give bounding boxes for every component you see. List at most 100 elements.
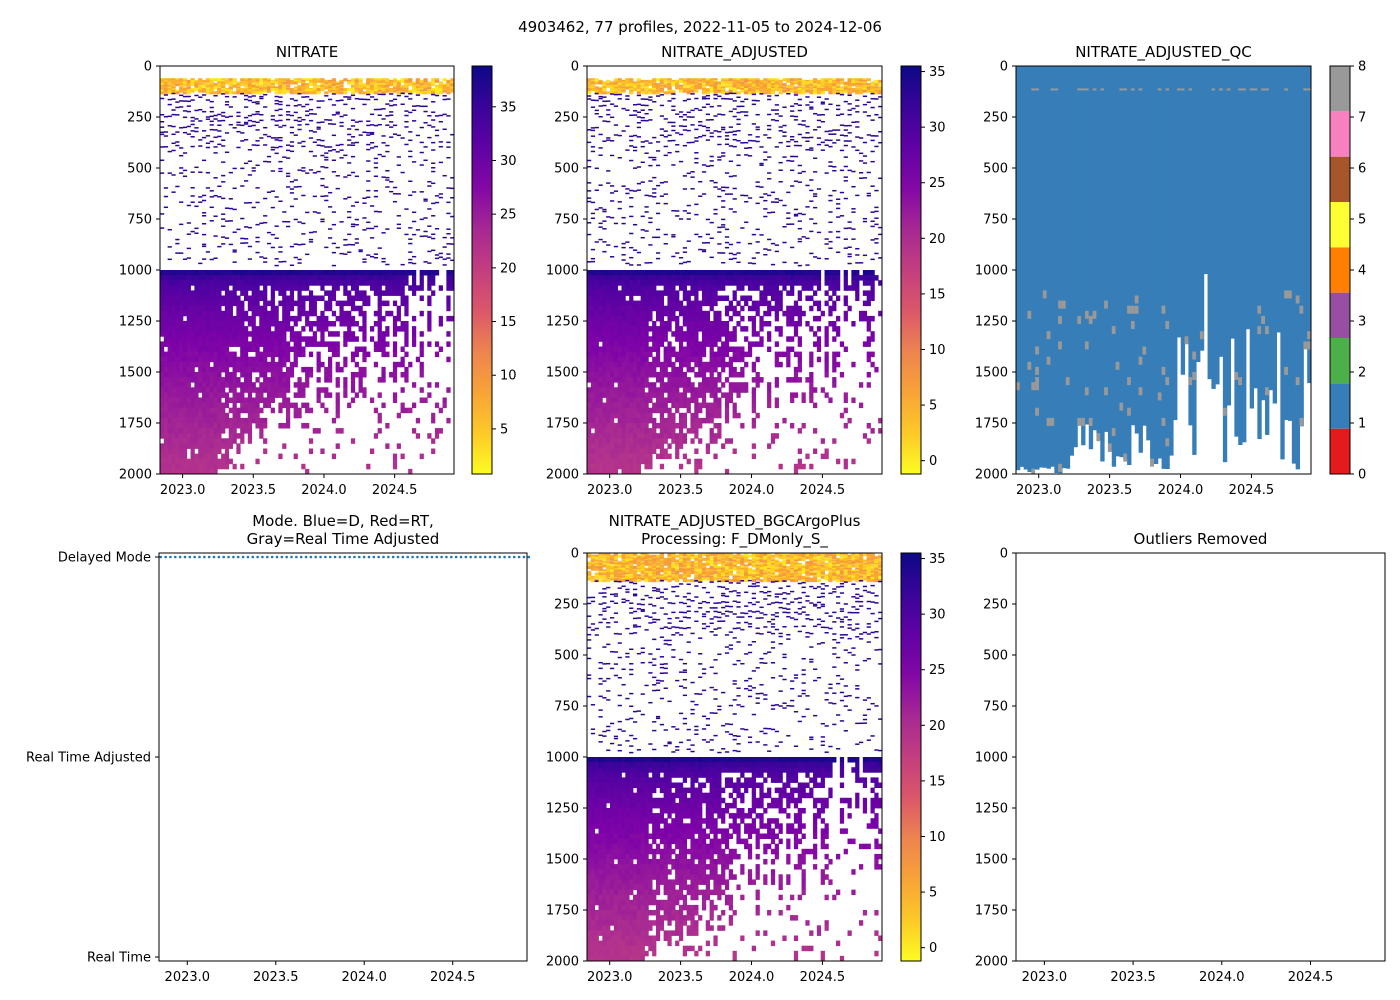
heatmap-cell [209,88,214,92]
heatmap-cell [213,377,218,383]
heatmap-cell [728,92,733,95]
heatmap-cell [182,321,188,327]
heatmap-cell [713,213,718,215]
heatmap-cell [698,84,703,88]
heatmap-cell [636,136,642,138]
heatmap-cell [274,366,279,373]
heatmap-cell [366,189,371,192]
heatmap-cell [301,300,306,307]
heatmap-cell [632,280,638,286]
heatmap-cell [202,110,207,113]
heatmap-cell [286,372,291,378]
heatmap-cell [205,305,211,312]
heatmap-cell [617,201,622,203]
heatmap-cell [244,315,249,322]
heatmap-cell [213,78,218,82]
heatmap-cell [640,305,645,312]
heatmap-cell [713,351,718,358]
heatmap-cell [587,159,592,162]
heatmap-cell [438,407,443,414]
heatmap-cell [335,81,340,85]
heatmap-cell [373,195,379,198]
colorbar-tick-label: 10 [500,369,517,384]
heatmap-cell [232,341,237,347]
heatmap-cell [434,254,440,256]
heatmap-cell [640,275,645,281]
heatmap-cell [167,86,172,90]
panel-title: NITRATE_ADJUSTED [661,43,808,62]
heatmap-cell [194,227,199,230]
heatmap-cell [613,346,619,352]
heatmap-cell [709,372,714,378]
heatmap-cell [247,382,253,388]
heatmap-cell [324,315,329,322]
heatmap-cell [613,402,619,409]
heatmap-cell [301,270,306,276]
heatmap-cell [602,210,607,213]
heatmap-cell [396,215,401,217]
heatmap-cell [617,84,622,88]
heatmap-cell [202,412,207,419]
heatmap-cell [671,97,676,100]
heatmap-cell [724,468,730,474]
heatmap-cell [652,192,657,194]
heatmap-cell [236,83,241,87]
heatmap-cell [590,397,596,403]
heatmap-cell [701,336,707,342]
heatmap-cell [232,423,237,429]
heatmap-cell [186,382,191,388]
heatmap-cell [587,84,592,88]
heatmap-cell [663,336,668,342]
heatmap-cell [636,341,642,347]
heatmap-cell [247,423,253,429]
heatmap-cell [713,290,718,296]
heatmap-cell [617,93,622,96]
heatmap-cell [198,377,203,383]
heatmap-cell [644,377,649,383]
heatmap-cell [217,185,222,188]
heatmap-cell [678,366,684,373]
heatmap-cell [255,251,260,254]
heatmap-cell [587,78,592,82]
heatmap-cell [675,305,680,312]
heatmap-cell [694,203,699,206]
heatmap-cell [698,305,703,312]
heatmap-cell [274,81,279,85]
heatmap-cell [255,290,260,296]
heatmap-cell [606,83,611,87]
heatmap-cell [389,290,394,296]
heatmap-cell [652,136,657,139]
heatmap-cell [316,270,321,276]
heatmap-cell [259,397,264,403]
heatmap-cell [621,270,626,276]
heatmap-cell [377,412,382,419]
heatmap-cell [728,84,733,88]
heatmap-cell [335,346,340,352]
heatmap-cell [682,346,688,352]
heatmap-cell [640,290,645,296]
heatmap-cell [621,397,626,403]
heatmap-cell [632,315,638,322]
heatmap-cell [179,285,184,291]
heatmap-cell [617,207,622,210]
heatmap-cell [186,285,191,291]
heatmap-cell [709,407,714,414]
heatmap-cell [255,392,260,398]
heatmap-cell [354,238,359,240]
heatmap-cell [160,126,165,128]
heatmap-cell [205,443,211,449]
heatmap-cell [598,387,603,393]
heatmap-cell [171,448,176,454]
heatmap-cell [373,89,379,93]
heatmap-cell [224,103,230,106]
heatmap-cell [198,387,203,393]
heatmap-cell [694,428,699,434]
heatmap-cell [224,91,230,95]
heatmap-cell [389,83,394,87]
heatmap-cell [385,124,390,126]
heatmap-cell [205,78,211,82]
heatmap-cell [419,280,424,286]
heatmap-cell [339,88,344,92]
heatmap-cell [594,412,599,419]
heatmap-cell [259,433,264,439]
